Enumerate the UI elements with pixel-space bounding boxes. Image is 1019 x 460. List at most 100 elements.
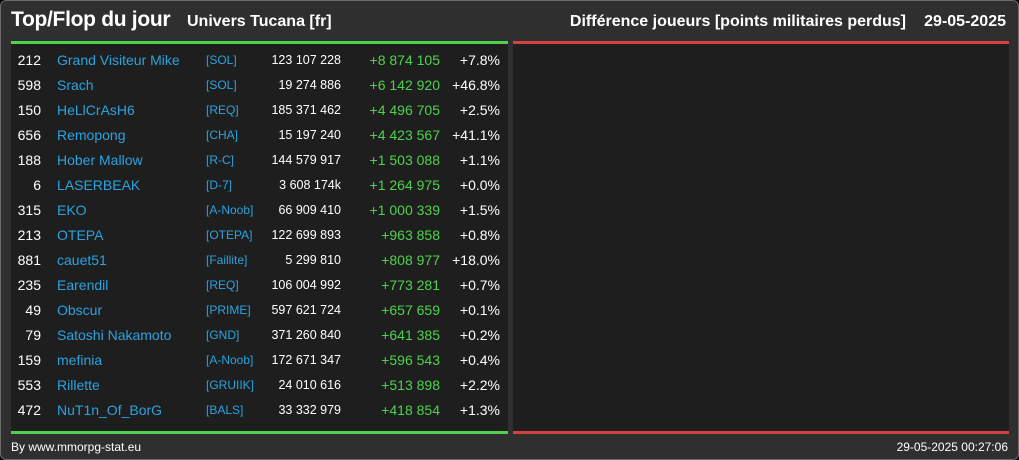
player-points: 172 671 347 bbox=[271, 353, 341, 367]
alliance-tag-link[interactable]: [GND] bbox=[206, 328, 240, 342]
player-rank: 598 bbox=[17, 77, 41, 93]
metric-label: Différence joueurs [points militaires pe… bbox=[569, 13, 906, 30]
player-points: 33 332 979 bbox=[278, 403, 341, 417]
player-name-link[interactable]: Rillette bbox=[57, 377, 100, 393]
player-points: 371 260 840 bbox=[271, 328, 341, 342]
alliance-tag-link[interactable]: [SOL] bbox=[206, 78, 237, 92]
player-points: 5 299 810 bbox=[285, 253, 341, 267]
points-difference: +4 423 567 bbox=[369, 127, 440, 143]
player-points: 597 621 724 bbox=[271, 303, 341, 317]
points-difference: +513 898 bbox=[381, 377, 440, 393]
player-rank: 553 bbox=[17, 377, 41, 393]
table-row: 213 OTEPA [OTEPA] 122 699 893 +963 858 +0.8% bbox=[11, 223, 508, 248]
percent-change: +0.4% bbox=[459, 352, 500, 368]
player-rank: 315 bbox=[17, 202, 41, 218]
points-difference: +1 503 088 bbox=[369, 152, 440, 168]
points-difference: +773 281 bbox=[381, 277, 440, 293]
alliance-tag-link[interactable]: [OTEPA] bbox=[206, 228, 253, 242]
footer-credit[interactable]: By www.mmorpg-stat.eu bbox=[11, 440, 142, 454]
percent-change: +41.1% bbox=[452, 127, 500, 143]
table-row: 6 LASERBEAK [D-7] 3 608 174k +1 264 975 +0.0% bbox=[11, 173, 508, 198]
percent-change: +2.5% bbox=[459, 102, 500, 118]
percent-change: +0.0% bbox=[459, 177, 500, 193]
player-rank: 49 bbox=[25, 302, 41, 318]
player-rank: 881 bbox=[17, 252, 41, 268]
player-name-link[interactable]: Hober Mallow bbox=[57, 152, 143, 168]
alliance-tag-link[interactable]: [SOL] bbox=[206, 53, 237, 67]
table-row: 598 Srach [SOL] 19 274 886 +6 142 920 +46.8% bbox=[11, 73, 508, 98]
percent-change: +1.3% bbox=[459, 402, 500, 418]
alliance-tag-link[interactable]: [Faillite] bbox=[206, 253, 248, 267]
player-points: 106 004 992 bbox=[271, 278, 341, 292]
table-row: 212 Grand Visiteur Mike [SOL] 123 107 228 +8… bbox=[11, 48, 508, 73]
flop-panel bbox=[513, 41, 1009, 434]
player-name-link[interactable]: LASERBEAK bbox=[57, 177, 141, 193]
percent-change: +1.1% bbox=[459, 152, 500, 168]
player-name-link[interactable]: mefinia bbox=[57, 352, 103, 368]
player-name-link[interactable]: NuT1n_Of_BorG bbox=[57, 402, 163, 418]
player-rank: 79 bbox=[25, 327, 41, 343]
player-rank: 472 bbox=[17, 402, 41, 418]
points-difference: +1 000 339 bbox=[369, 202, 440, 218]
player-rank: 159 bbox=[17, 352, 41, 368]
player-points: 3 608 174k bbox=[279, 178, 341, 192]
player-rank: 235 bbox=[17, 277, 41, 293]
player-points: 185 371 462 bbox=[271, 103, 341, 117]
points-difference: +808 977 bbox=[381, 252, 440, 268]
player-rank: 6 bbox=[33, 177, 41, 193]
player-name-link[interactable]: Srach bbox=[57, 77, 94, 93]
percent-change: +0.1% bbox=[459, 302, 500, 318]
alliance-tag-link[interactable]: [BALS] bbox=[206, 403, 244, 417]
percent-change: +0.2% bbox=[459, 327, 500, 343]
footer-timestamp: 29-05-2025 00:27:06 bbox=[896, 440, 1008, 454]
points-difference: +963 858 bbox=[381, 227, 440, 243]
percent-change: +46.8% bbox=[452, 77, 500, 93]
alliance-tag-link[interactable]: [R-C] bbox=[206, 153, 234, 167]
player-list: 212 Grand Visiteur Mike [SOL] 123 107 228 +8… bbox=[11, 48, 508, 423]
table-row: 553 Rillette [GRUIIK] 24 010 616 +513 898 +2.… bbox=[11, 373, 508, 398]
player-name-link[interactable]: Grand Visiteur Mike bbox=[57, 52, 180, 68]
flop-top-divider bbox=[513, 41, 1009, 44]
points-difference: +418 854 bbox=[381, 402, 440, 418]
alliance-tag-link[interactable]: [REQ] bbox=[206, 278, 239, 292]
player-name-link[interactable]: EKO bbox=[57, 202, 87, 218]
alliance-tag-link[interactable]: [A-Noob] bbox=[206, 353, 254, 367]
player-points: 66 909 410 bbox=[278, 203, 341, 217]
points-difference: +657 659 bbox=[381, 302, 440, 318]
player-points: 122 699 893 bbox=[271, 228, 341, 242]
alliance-tag-link[interactable]: [D-7] bbox=[206, 178, 233, 192]
table-row: 49 Obscur [PRIME] 597 621 724 +657 659 +0.1% bbox=[11, 298, 508, 323]
player-name-link[interactable]: Satoshi Nakamoto bbox=[57, 327, 172, 343]
alliance-tag-link[interactable]: [A-Noob] bbox=[206, 203, 254, 217]
player-name-link[interactable]: Obscur bbox=[57, 302, 103, 318]
player-points: 15 197 240 bbox=[278, 128, 341, 142]
player-rank: 188 bbox=[17, 152, 41, 168]
percent-change: +0.8% bbox=[459, 227, 500, 243]
percent-change: +0.7% bbox=[459, 277, 500, 293]
player-name-link[interactable]: Remopong bbox=[57, 127, 126, 143]
player-points: 24 010 616 bbox=[278, 378, 341, 392]
player-points: 123 107 228 bbox=[271, 53, 341, 67]
player-name-link[interactable]: Earendil bbox=[57, 277, 109, 293]
alliance-tag-link[interactable]: [GRUIIK] bbox=[206, 378, 255, 392]
alliance-tag-link[interactable]: [REQ] bbox=[206, 103, 239, 117]
points-difference: +4 496 705 bbox=[369, 102, 440, 118]
table-row: 881 cauet51 [Faillite] 5 299 810 +808 977 +18… bbox=[11, 248, 508, 273]
percent-change: +1.5% bbox=[459, 202, 500, 218]
table-row: 472 NuT1n_Of_BorG [BALS] 33 332 979 +418 854… bbox=[11, 398, 508, 423]
flop-bottom-divider bbox=[513, 431, 1009, 434]
player-points: 19 274 886 bbox=[278, 78, 341, 92]
table-row: 188 Hober Mallow [R-C] 144 579 917 +1 503 08… bbox=[11, 148, 508, 173]
universe-label: Univers Tucana [fr] bbox=[187, 13, 332, 30]
table-row: 235 Earendil [REQ] 106 004 992 +773 281 +0.7% bbox=[11, 273, 508, 298]
bottom-divider bbox=[11, 431, 508, 434]
points-difference: +641 385 bbox=[381, 327, 440, 343]
player-name-link[interactable]: cauet51 bbox=[57, 252, 107, 268]
alliance-tag-link[interactable]: [CHA] bbox=[206, 128, 239, 142]
player-name-link[interactable]: HeLlCrAsH6 bbox=[57, 102, 135, 118]
alliance-tag-link[interactable]: [PRIME] bbox=[206, 303, 251, 317]
player-name-link[interactable]: OTEPA bbox=[57, 227, 104, 243]
table-row: 150 HeLlCrAsH6 [REQ] 185 371 462 +4 496 705 +… bbox=[11, 98, 508, 123]
table-row: 79 Satoshi Nakamoto [GND] 371 260 840 +641 3… bbox=[11, 323, 508, 348]
